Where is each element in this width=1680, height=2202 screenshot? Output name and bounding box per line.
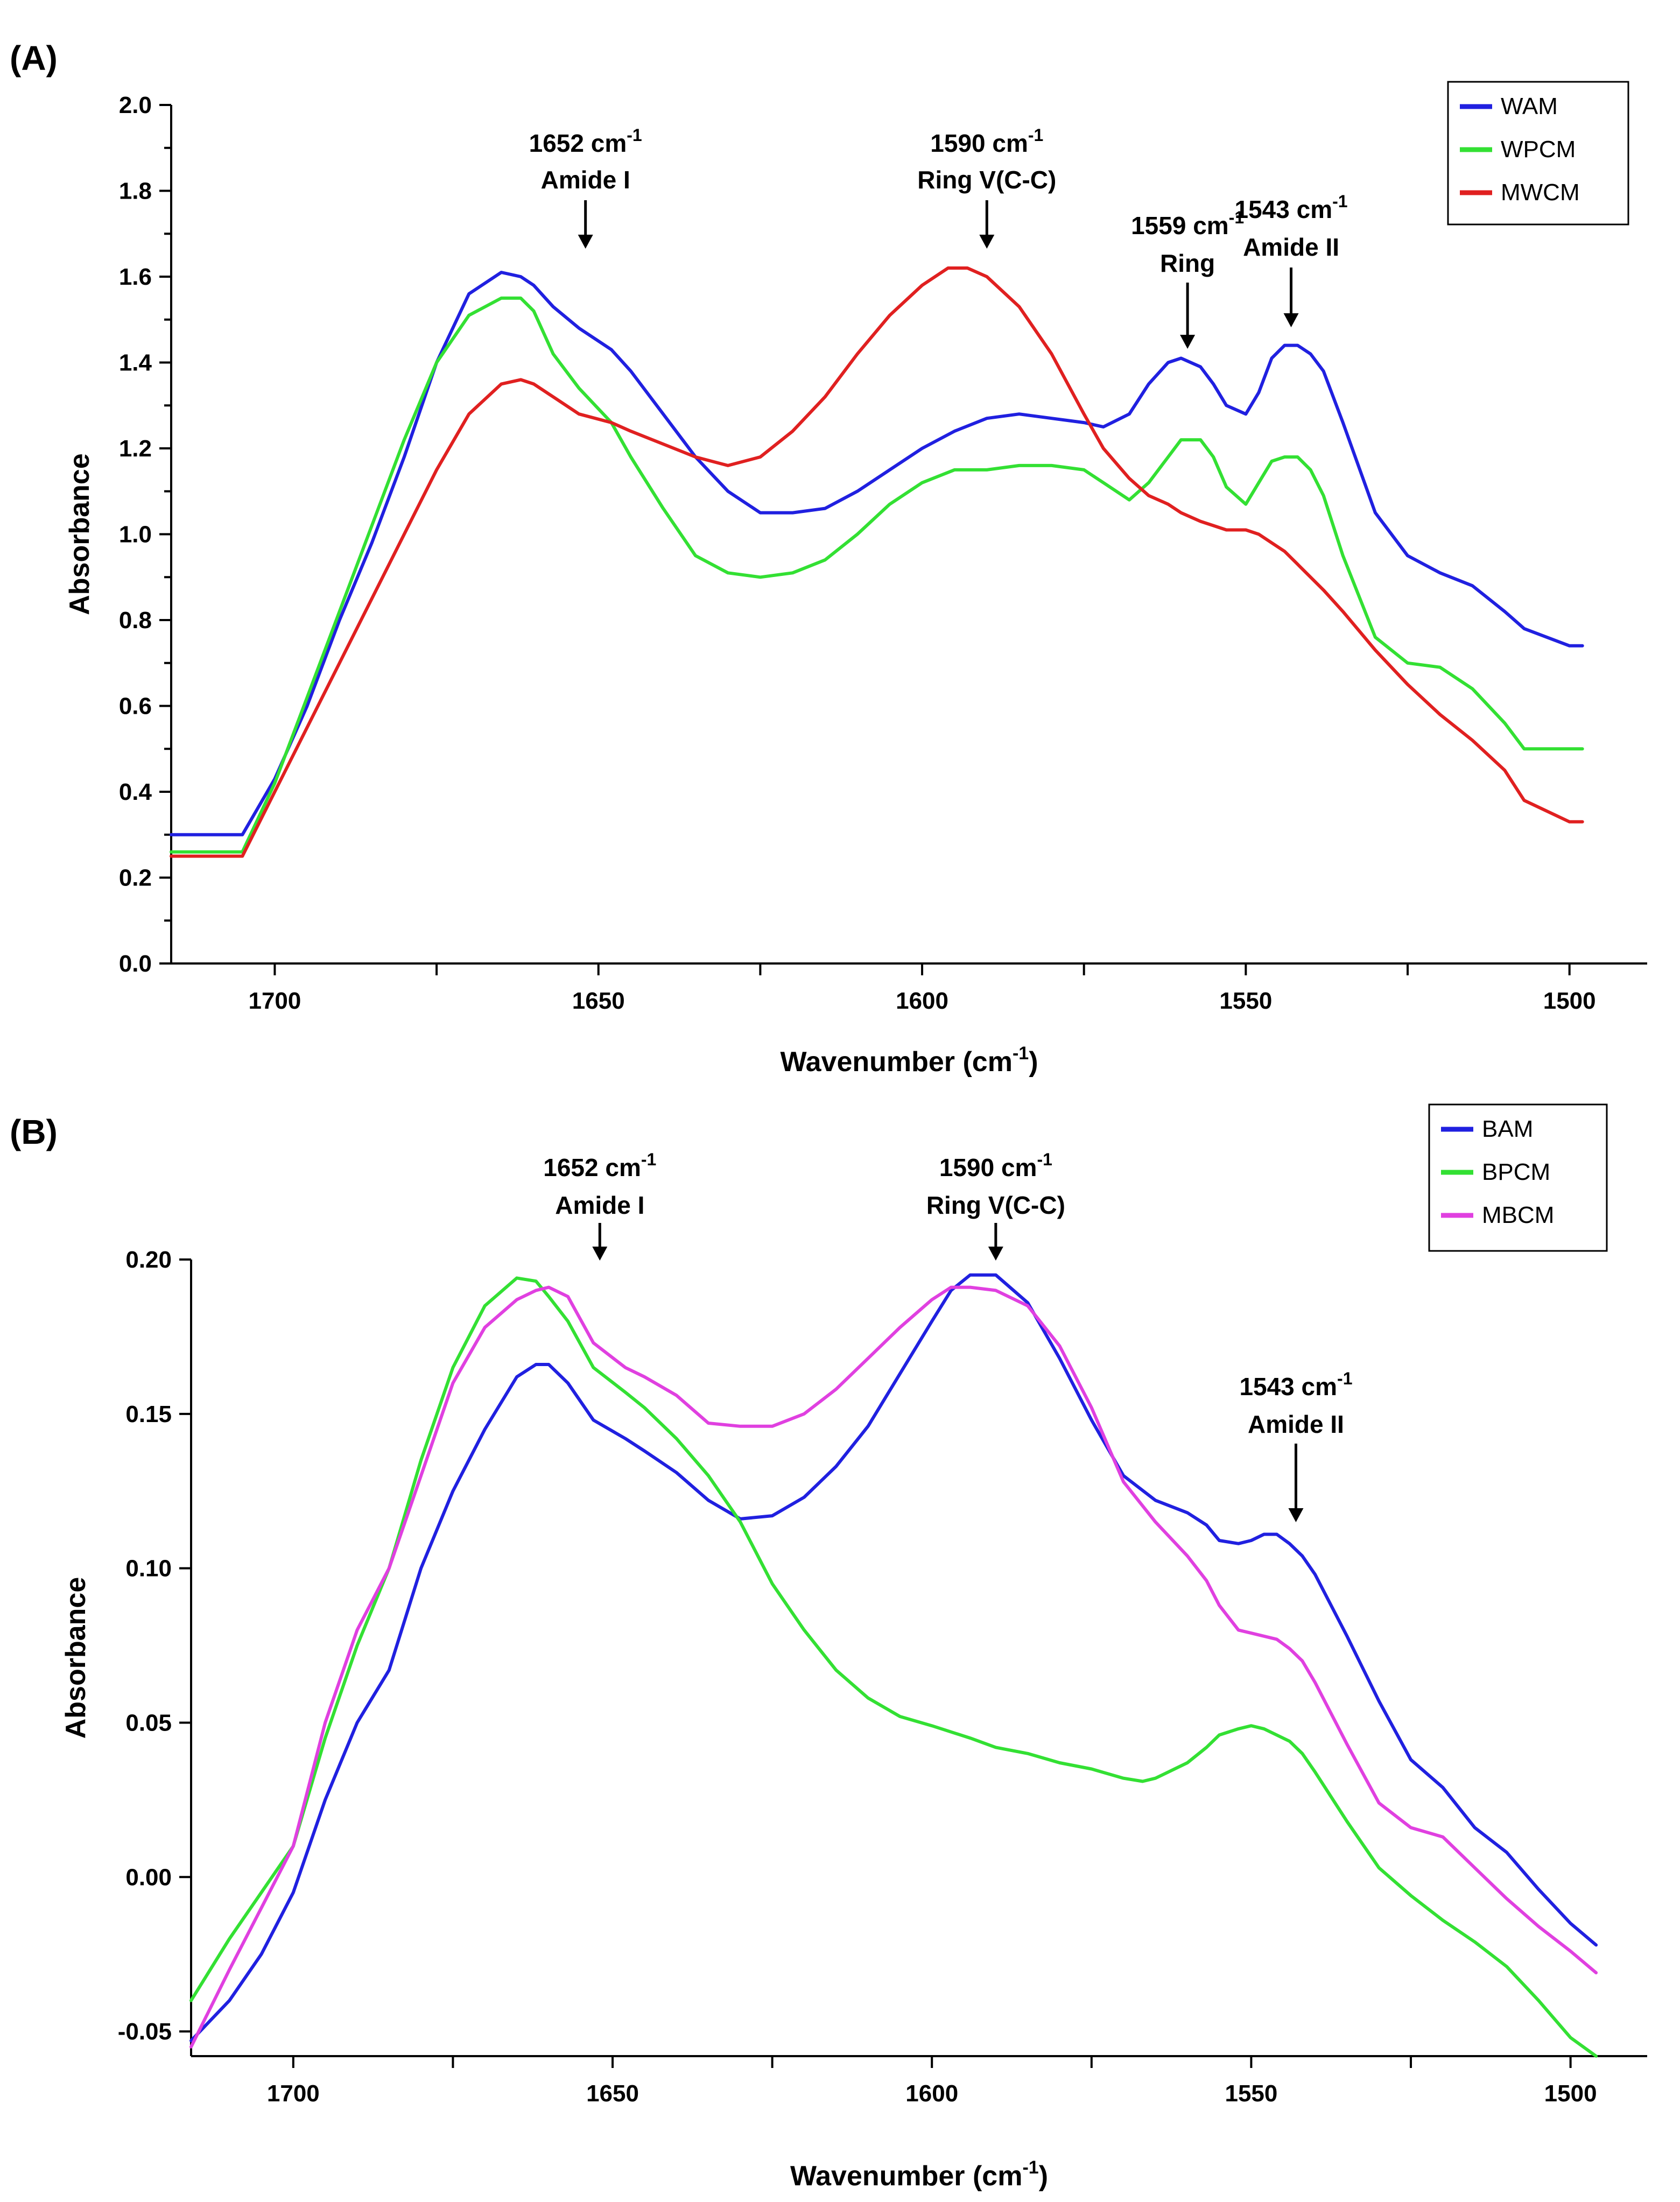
y-tick-label: 0.15 [125,1401,172,1427]
y-tick-label: 1.0 [119,522,152,548]
annotation-label: Ring V(C-C) [917,166,1056,194]
legend-box [1428,1103,1608,1252]
y-axis-title: Absorbance [60,1577,92,1739]
series-line-bpcm [189,1276,1598,2058]
x-tick-label: 1500 [1543,988,1596,1014]
annotation-unit-sup: -1 [641,1150,656,1169]
annotation-wavenumber: 1652 cm-1 [529,125,642,157]
y-tick-label: 0.6 [119,693,152,720]
legend-entry: MWCM [1501,179,1580,206]
annotation-value: 1559 cm [1131,212,1229,240]
annotation-arrow-head [988,1247,1003,1261]
annotation-label: Amide I [555,1191,644,1219]
y-tick-label: 0.05 [125,1709,172,1736]
y-tick-label: 0.00 [125,1864,172,1890]
annotation-arrow-head [1180,335,1196,349]
y-tick-label: -0.05 [118,2018,172,2045]
annotation-value: 1590 cm [939,1153,1037,1181]
annotation-value: 1590 cm [930,129,1028,157]
x-tick-label: 1550 [1225,2080,1277,2107]
y-tick-label: 0.20 [125,1247,172,1273]
annotation-label: Amide I [541,166,630,194]
annotation-unit-sup: -1 [627,125,642,145]
annotation-unit-sup: -1 [1229,208,1244,227]
x-tick-label: 1600 [905,2080,958,2107]
y-tick-label: 0.8 [119,607,152,634]
annotation-wavenumber: 1590 cm-1 [930,125,1043,157]
y-tick-label: 0.10 [125,1556,172,1582]
x-axis-title: Wavenumber (cm-1) [790,2157,1048,2192]
annotation-wavenumber: 1543 cm-1 [1235,192,1348,223]
x-axis-title-main: Wavenumber (cm [790,2161,1023,2192]
series-line-mwcm [170,266,1584,858]
annotation-wavenumber: 1559 cm-1 [1131,208,1244,240]
annotation-unit-sup: -1 [1037,1150,1052,1169]
annotation-arrow-head [592,1247,608,1261]
annotation-wavenumber: 1543 cm-1 [1239,1369,1352,1401]
legend-entry: WAM [1501,93,1558,119]
x-axis-title-main: Wavenumber (cm [780,1046,1013,1078]
panel-a: (A) 0.0 0.2 0.4 0.6 0.8 1.0 1.2 1.4 1.6 1.8 2.0 1700… [10,39,1647,1078]
series-line-bam [189,1273,1598,2043]
annotation-unit-sup: -1 [1332,192,1347,211]
legend-entry: BPCM [1482,1159,1550,1185]
annotation-arrow-head [979,235,995,249]
y-tick-label: 0.2 [119,865,152,891]
annotation-value: 1652 cm [543,1153,641,1181]
annotation-arrow-head [1283,313,1299,327]
y-tick-label: 1.6 [119,264,152,290]
annotation-value: 1543 cm [1239,1373,1337,1401]
series-line-wam [170,271,1584,836]
x-tick-label: 1700 [267,2080,320,2107]
x-axis-title-close: ) [1029,1046,1038,1078]
x-tick-label: 1650 [572,988,625,1014]
annotation-wavenumber: 1652 cm-1 [543,1150,656,1181]
series-line-wpcm [170,296,1584,854]
x-tick-label: 1650 [586,2080,639,2107]
x-axis-title-sup: -1 [1022,2157,1038,2178]
annotation-value: 1543 cm [1235,195,1333,223]
y-tick-label: 0.0 [119,951,152,977]
annotation-label: Amide II [1248,1410,1344,1438]
panel-label: (B) [10,1113,58,1151]
y-axis-title: Absorbance [64,453,95,615]
y-tick-label: 1.2 [119,435,152,462]
y-tick-label: 0.4 [119,779,152,805]
annotation-arrow-head [578,235,593,249]
annotation-wavenumber: 1590 cm-1 [939,1150,1052,1181]
x-axis-title: Wavenumber (cm-1) [780,1043,1038,1078]
annotation-unit-sup: -1 [1028,125,1043,145]
annotation-value: 1652 cm [529,129,627,157]
legend-entry: MBCM [1482,1202,1554,1228]
annotation-label: Ring V(C-C) [926,1191,1065,1219]
x-axis-title-close: ) [1039,2161,1048,2192]
panel-b: (B) -0.05 0.00 0.05 0.10 0.15 0.20 1700 1650 1600… [10,1103,1647,2192]
x-tick-label: 1700 [248,988,301,1014]
legend-entry: BAM [1482,1116,1533,1142]
annotation-unit-sup: -1 [1337,1369,1352,1388]
y-tick-label: 1.8 [119,178,152,205]
y-tick-label: 2.0 [119,92,152,118]
x-axis-title-sup: -1 [1013,1043,1029,1064]
annotation-arrow-head [1288,1508,1304,1522]
y-tick-label: 1.4 [119,350,152,376]
panel-label: (A) [10,39,58,78]
x-tick-label: 1500 [1544,2080,1597,2107]
series-line-mbcm [189,1285,1598,2049]
x-tick-label: 1550 [1219,988,1272,1014]
annotation-label: Amide II [1243,233,1339,261]
annotation-label: Ring [1160,249,1215,277]
x-tick-label: 1600 [896,988,948,1014]
legend-entry: WPCM [1501,136,1576,163]
